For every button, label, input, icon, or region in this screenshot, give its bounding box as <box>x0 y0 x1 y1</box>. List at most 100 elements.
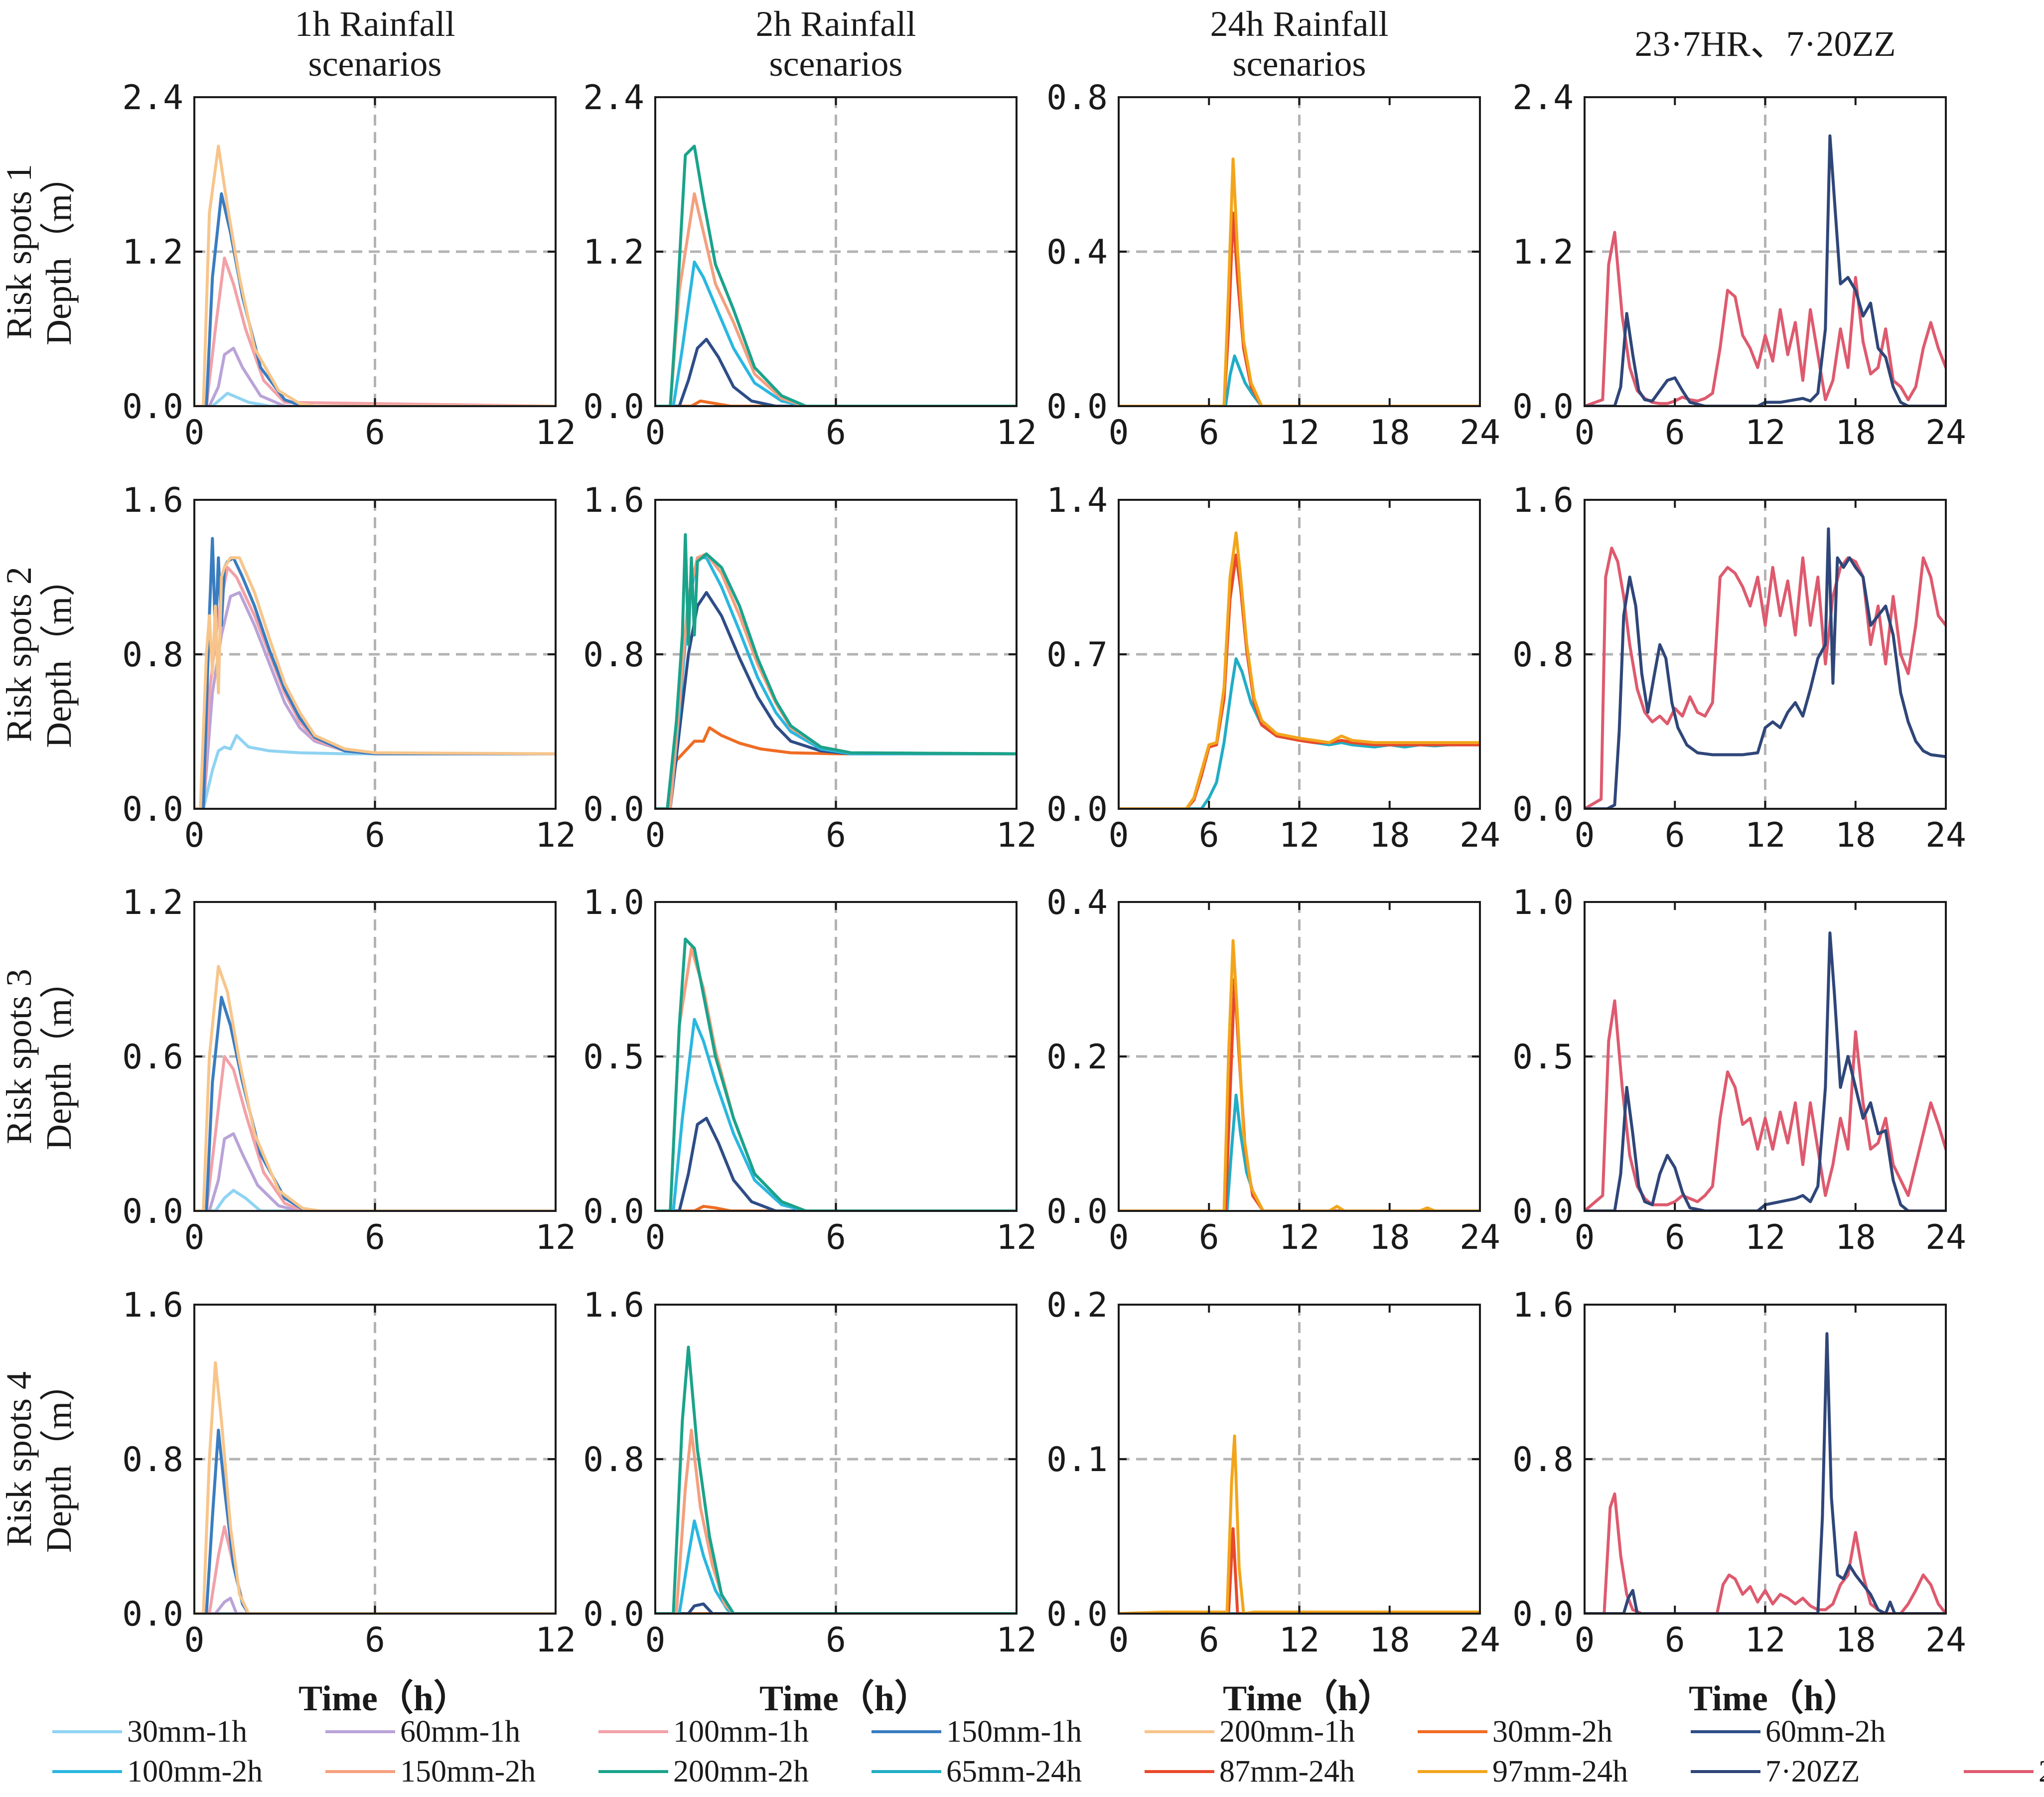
y-tick-label: 0.0 <box>1512 387 1574 427</box>
legend-label: 65mm-24h <box>946 1755 1082 1789</box>
legend-item-7·20ZZ: 7·20ZZ <box>1691 1755 1860 1789</box>
series-line-100mm-1h <box>194 1055 556 1211</box>
x-tick-label: 6 <box>1665 1621 1685 1660</box>
series-line-97mm-24h <box>1119 531 1480 809</box>
x-tick-label: 6 <box>1665 1218 1685 1257</box>
y-tick-label: 1.6 <box>122 1286 183 1325</box>
legend-label: 87mm-24h <box>1219 1755 1355 1789</box>
series-line-87mm-24h <box>1119 553 1480 809</box>
series-line-200mm-2h <box>655 1346 1017 1614</box>
x-tick-label: 0 <box>645 413 666 452</box>
y-tick-label: 1.4 <box>1046 481 1108 520</box>
panel-r1c3: 0 6 12 18 24 0.0 0.4 0.8 <box>1046 78 1500 452</box>
y-tick-label: 0.8 <box>1512 635 1574 675</box>
legend-label: 150mm-1h <box>946 1715 1082 1749</box>
legend-item-150mm-1h: 150mm-1h <box>872 1715 1082 1749</box>
series-line-7·20ZZ <box>1585 134 1946 406</box>
legend-item-100mm-1h: 100mm-1h <box>598 1715 809 1749</box>
x-tick-label: 18 <box>1835 816 1876 855</box>
series-line-60mm-1h <box>194 1132 556 1211</box>
legend-item-97mm-24h: 97mm-24h <box>1418 1755 1628 1789</box>
y-tick-label: 0.0 <box>583 790 644 829</box>
x-tick-label: 24 <box>1460 413 1500 452</box>
column-title-3: 24h Rainfall scenarios <box>1210 4 1389 84</box>
panel-r3c2: 0 6 12 0.0 0.5 1.0 <box>583 883 1037 1257</box>
y-tick-label: 1.2 <box>122 233 183 272</box>
legend-label: 200mm-2h <box>673 1755 809 1789</box>
x-tick-label: 0 <box>1575 1621 1595 1660</box>
y-tick-label: 1.2 <box>122 883 183 922</box>
panel-r2c4: 0 6 12 18 24 0.0 0.8 1.6 <box>1512 481 1966 855</box>
y-tick-label: 0.0 <box>1046 1192 1108 1231</box>
legend-label: 150mm-2h <box>400 1755 536 1789</box>
x-tick-label: 0 <box>1575 1218 1595 1257</box>
x-tick-label: 24 <box>1460 1621 1500 1660</box>
y-tick-label: 0.0 <box>1512 1192 1574 1231</box>
x-tick-label: 6 <box>826 413 846 452</box>
x-tick-label: 24 <box>1460 1218 1500 1257</box>
y-tick-label: 1.6 <box>583 1286 644 1325</box>
y-tick-label: 0.8 <box>1046 78 1108 118</box>
legend-item-200mm-2h: 200mm-2h <box>598 1755 809 1789</box>
column-title-line: 23·7HR、7·20ZZ <box>1635 24 1896 64</box>
y-tick-label: 0.0 <box>583 1595 644 1634</box>
series-line-23·7HR <box>1585 546 1946 809</box>
series-line-97mm-24h <box>1119 939 1480 1211</box>
row-ylabel-4: Depth（m） <box>39 1365 79 1553</box>
x-tick-label: 0 <box>1109 1218 1129 1257</box>
legend-label: 100mm-1h <box>673 1715 809 1749</box>
column-title-line: 24h Rainfall <box>1210 4 1389 44</box>
y-tick-label: 0.0 <box>122 790 183 829</box>
x-tick-label: 24 <box>1925 816 1966 855</box>
x-tick-label: 0 <box>184 413 205 452</box>
y-tick-label: 1.0 <box>1512 883 1574 922</box>
series-line-60mm-2h <box>655 591 1017 809</box>
y-tick-label: 0.8 <box>583 1440 644 1480</box>
series-line-60mm-1h <box>194 346 556 406</box>
x-tick-label: 0 <box>645 816 666 855</box>
panel-r4c3: 0 6 12 18 24 0.0 0.1 0.2 <box>1046 1286 1500 1660</box>
panel-r2c3: 0 6 12 18 24 0.0 0.7 1.4 <box>1046 481 1500 855</box>
series-line-30mm-2h <box>655 399 1017 406</box>
x-tick-label: 0 <box>1575 413 1595 452</box>
x-tick-label: 12 <box>1745 1218 1786 1257</box>
panel-r3c3: 0 6 12 18 24 0.0 0.2 0.4 <box>1046 883 1500 1257</box>
legend-label: 100mm-2h <box>127 1755 263 1789</box>
x-tick-label: 6 <box>826 1218 846 1257</box>
series-line-100mm-1h <box>194 256 556 406</box>
x-tick-label: 12 <box>1279 816 1320 855</box>
row-ylabel-3: Depth（m） <box>39 963 79 1150</box>
y-tick-label: 0.0 <box>1046 387 1108 427</box>
x-tick-label: 12 <box>535 1218 576 1257</box>
x-axis-title: Time（h） <box>1689 1678 1860 1718</box>
y-tick-label: 0.0 <box>583 1192 644 1231</box>
x-tick-label: 12 <box>1279 413 1320 452</box>
x-tick-label: 0 <box>1109 816 1129 855</box>
x-tick-label: 6 <box>1199 413 1219 452</box>
panels: 0 6 120.01.22.40 6 120.01.22.40 6 12 18 240.00.4… <box>122 78 1966 1660</box>
panel-r1c4: 0 6 12 18 24 0.0 1.2 2.4 <box>1512 78 1966 452</box>
x-tick-label: 18 <box>1835 413 1876 452</box>
x-tick-label: 6 <box>1199 1218 1219 1257</box>
y-tick-label: 2.4 <box>122 78 183 118</box>
y-tick-label: 1.2 <box>1512 233 1574 272</box>
x-axis-title: Time（h） <box>759 1678 930 1718</box>
y-tick-label: 0.8 <box>122 1440 183 1480</box>
column-title-line: scenarios <box>1233 44 1366 84</box>
x-tick-label: 12 <box>535 816 576 855</box>
x-tick-label: 0 <box>184 1218 205 1257</box>
column-title-line: scenarios <box>308 44 442 84</box>
x-tick-label: 18 <box>1835 1621 1876 1660</box>
series-line-100mm-2h <box>655 1018 1017 1211</box>
y-tick-label: 0.0 <box>122 1595 183 1634</box>
y-tick-label: 2.4 <box>583 78 644 118</box>
x-tick-label: 6 <box>365 816 385 855</box>
series-line-200mm-1h <box>194 1361 556 1614</box>
x-tick-label: 6 <box>1665 816 1685 855</box>
column-title-line: 2h Rainfall <box>756 4 916 44</box>
x-tick-label: 24 <box>1460 816 1500 855</box>
panel-r3c4: 0 6 12 18 24 0.0 0.5 1.0 <box>1512 883 1966 1257</box>
legend-label: 30mm-2h <box>1492 1715 1612 1749</box>
panel-r1c1: 0 6 12 0.0 1.2 2.4 <box>122 78 576 452</box>
